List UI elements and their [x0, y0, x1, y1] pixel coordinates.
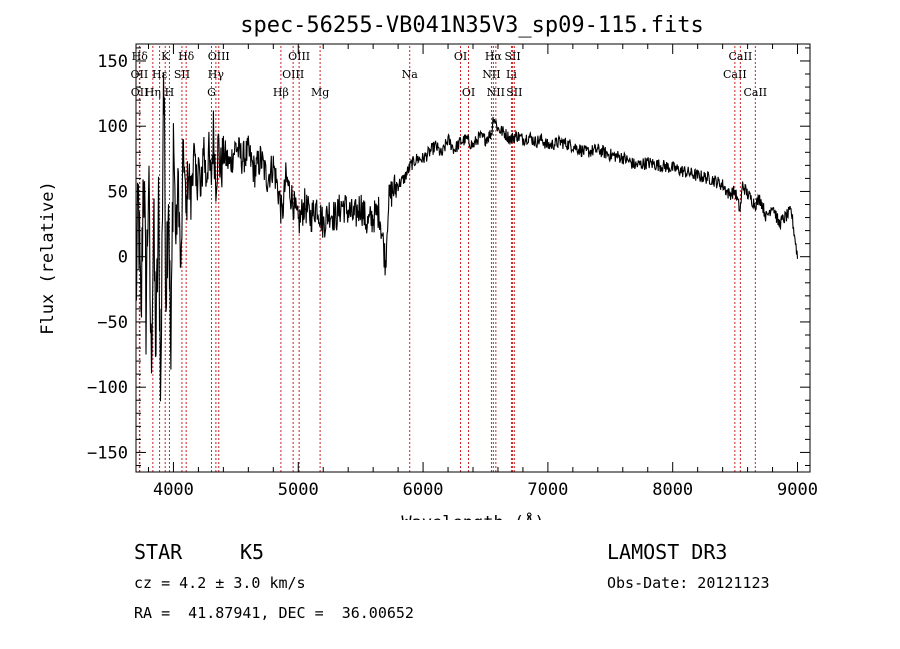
line-label: SII [504, 50, 520, 63]
y-tick-label: −100 [87, 378, 128, 398]
redshift-cz: cz = 4.2 ± 3.0 km/s [134, 574, 306, 592]
x-tick-label: 6000 [403, 480, 444, 500]
line-label: CaII [729, 50, 753, 63]
line-label: K [161, 50, 170, 63]
line-label: CaII [723, 68, 747, 81]
line-label: NII [487, 86, 505, 99]
x-axis-title: Wavelength (Å) [401, 511, 544, 520]
line-label: Hδ [178, 50, 195, 63]
line-label: Hα [485, 50, 503, 63]
line-label: OII [131, 86, 149, 99]
line-label: NII [482, 68, 500, 81]
x-tick-label: 7000 [527, 480, 568, 500]
line-label: SII [506, 86, 522, 99]
line-label: SII [174, 68, 190, 81]
subclass: K5 [240, 540, 265, 564]
line-label: OIII [288, 50, 310, 63]
object-class: STAR [134, 540, 183, 564]
x-axis-ticks: 4000 5000 6000 7000 8000 9000 [147, 44, 818, 500]
y-tick-label: −150 [87, 443, 128, 463]
line-label: Hβ [273, 86, 289, 99]
x-tick-label: 5000 [278, 480, 319, 500]
line-label: Li [506, 68, 517, 81]
line-label: OIII [208, 50, 230, 63]
chart-title: spec-56255-VB041N35V3_sp09-115.fits [240, 13, 704, 38]
obs-date: Obs-Date: 20121123 [607, 574, 770, 592]
line-label: OI [454, 50, 467, 63]
x-tick-label: 8000 [652, 480, 693, 500]
line-markers [138, 46, 756, 472]
line-label: H [165, 86, 175, 99]
line-label: Mg [311, 86, 329, 99]
spectrum-line [135, 72, 799, 402]
line-label: G [207, 86, 216, 99]
y-axis-ticks: 150 100 50 0 −50 −100 −150 [87, 47, 810, 466]
line-label: Hη [145, 86, 161, 99]
line-label: Na [402, 68, 419, 81]
y-tick-label: −50 [97, 313, 128, 333]
y-tick-label: 150 [97, 52, 128, 72]
y-tick-label: 100 [97, 117, 128, 137]
y-tick-label: 0 [118, 248, 128, 268]
y-axis-title: Flux (relative) [38, 181, 58, 335]
line-label: Hε [152, 68, 168, 81]
survey-name: LAMOST DR3 [607, 540, 728, 564]
ra-dec-coords: RA = 41.87941, DEC = 36.00652 [134, 604, 414, 622]
plot-frame [135, 43, 811, 473]
x-tick-label: 9000 [777, 480, 818, 500]
line-label: CaII [743, 86, 767, 99]
line-label: OIII [282, 68, 304, 81]
spectrum-chart: spec-56255-VB041N35V3_sp09-115.fits Hδ OI… [38, 13, 818, 520]
line-label: Hγ [208, 68, 225, 81]
line-label: OI [462, 86, 475, 99]
y-tick-label: 50 [108, 182, 128, 202]
x-tick-label: 4000 [153, 480, 194, 500]
